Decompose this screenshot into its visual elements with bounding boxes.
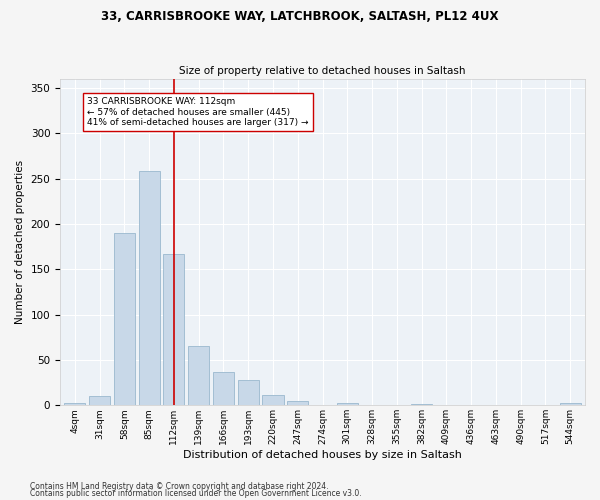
Bar: [163, 254, 184, 406]
Bar: [64, 404, 85, 406]
Y-axis label: Number of detached properties: Number of detached properties: [15, 160, 25, 324]
Bar: [411, 404, 432, 406]
Bar: [262, 396, 284, 406]
Text: Contains public sector information licensed under the Open Government Licence v3: Contains public sector information licen…: [30, 489, 362, 498]
Bar: [114, 233, 135, 406]
Bar: [89, 396, 110, 406]
Text: 33, CARRISBROOKE WAY, LATCHBROOK, SALTASH, PL12 4UX: 33, CARRISBROOKE WAY, LATCHBROOK, SALTAS…: [101, 10, 499, 23]
Title: Size of property relative to detached houses in Saltash: Size of property relative to detached ho…: [179, 66, 466, 76]
Bar: [287, 401, 308, 406]
Bar: [337, 402, 358, 406]
Bar: [560, 404, 581, 406]
Bar: [139, 172, 160, 406]
X-axis label: Distribution of detached houses by size in Saltash: Distribution of detached houses by size …: [183, 450, 462, 460]
Text: Contains HM Land Registry data © Crown copyright and database right 2024.: Contains HM Land Registry data © Crown c…: [30, 482, 329, 491]
Text: 33 CARRISBROOKE WAY: 112sqm
← 57% of detached houses are smaller (445)
41% of se: 33 CARRISBROOKE WAY: 112sqm ← 57% of det…: [87, 97, 309, 127]
Bar: [238, 380, 259, 406]
Bar: [188, 346, 209, 406]
Bar: [213, 372, 234, 406]
